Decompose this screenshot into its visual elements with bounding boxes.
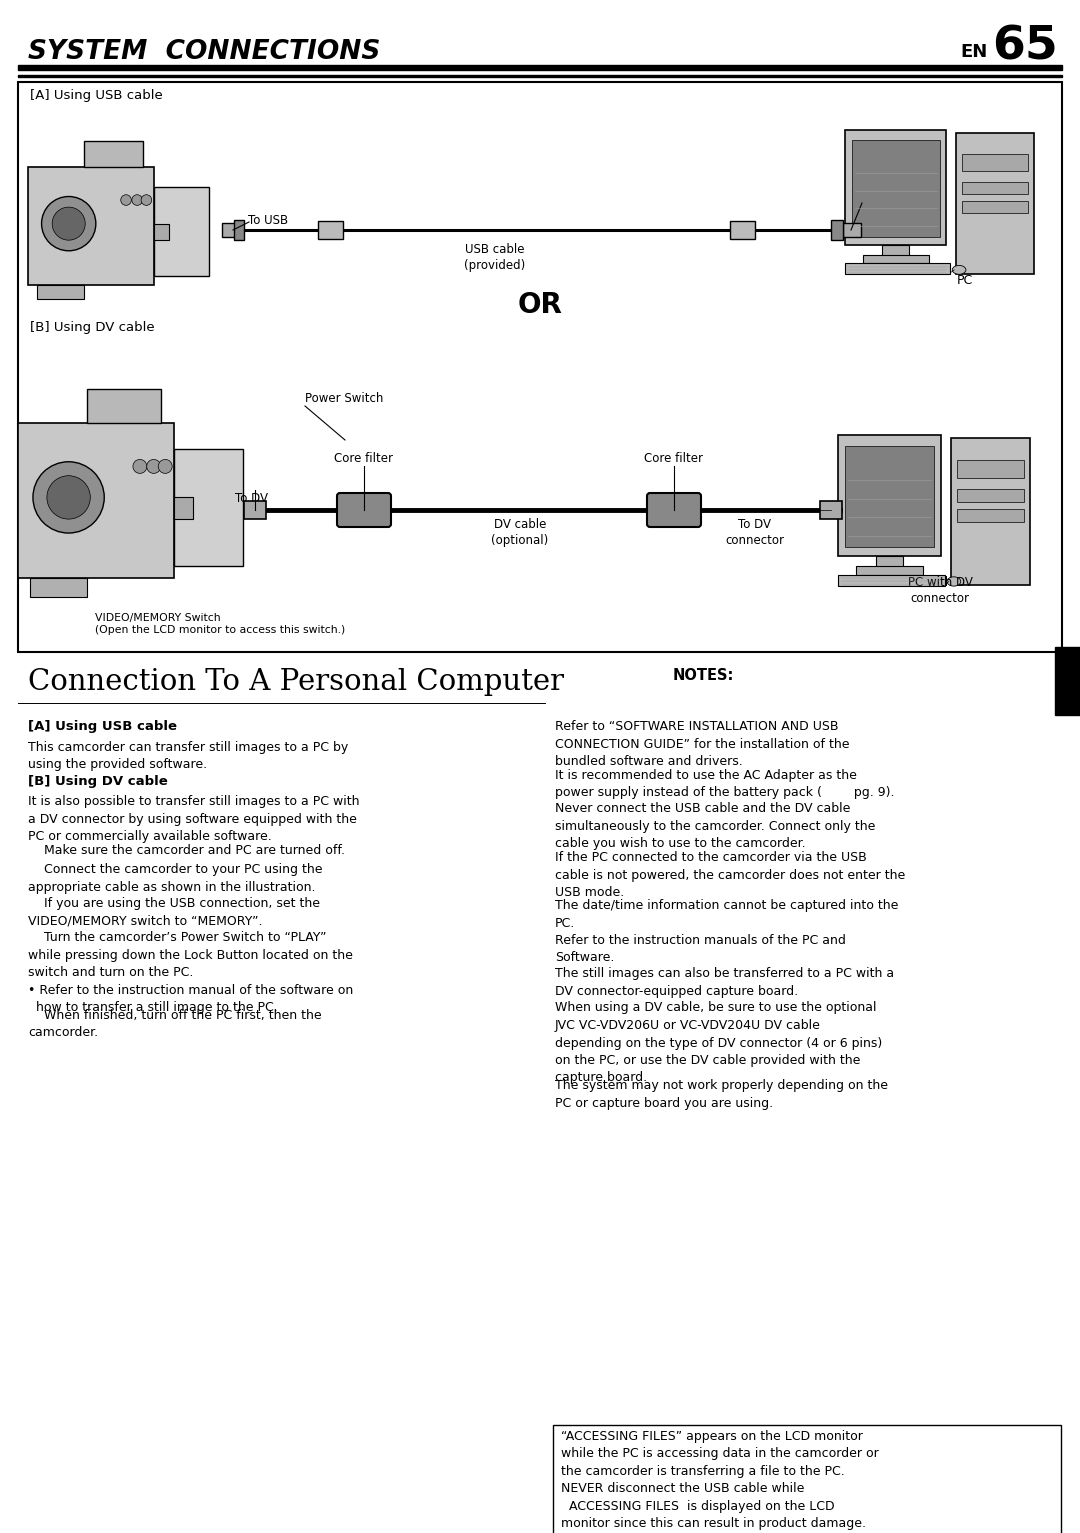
Circle shape — [52, 207, 85, 241]
Bar — [174, 449, 243, 566]
Text: Refer to “SOFTWARE INSTALLATION AND USB
CONNECTION GUIDE” for the installation o: Refer to “SOFTWARE INSTALLATION AND USB … — [555, 721, 850, 768]
Ellipse shape — [947, 576, 961, 586]
Text: [B] Using DV cable: [B] Using DV cable — [28, 774, 167, 788]
Text: It is recommended to use the AC Adapter as the
power supply instead of the batte: It is recommended to use the AC Adapter … — [555, 768, 894, 799]
Bar — [18, 423, 174, 578]
Circle shape — [159, 460, 172, 474]
Text: To DV: To DV — [235, 492, 268, 504]
Bar — [843, 222, 861, 238]
Bar — [957, 509, 1024, 521]
Bar — [876, 556, 903, 567]
Bar — [882, 245, 909, 256]
Bar — [845, 446, 934, 547]
Bar — [318, 221, 343, 239]
Bar — [838, 575, 945, 586]
Bar — [831, 221, 843, 241]
Circle shape — [33, 461, 105, 533]
Text: PC: PC — [957, 273, 973, 287]
Circle shape — [121, 195, 132, 205]
Bar — [855, 566, 923, 575]
Bar — [87, 389, 161, 423]
Bar — [962, 182, 1028, 193]
Text: To USB: To USB — [248, 213, 288, 227]
Ellipse shape — [953, 265, 966, 274]
Text: [B] Using DV cable: [B] Using DV cable — [30, 322, 154, 334]
Bar — [957, 460, 1024, 478]
Bar — [1055, 647, 1080, 714]
Bar — [730, 221, 755, 239]
Text: It is also possible to transfer still images to a PC with
a DV connector by usin: It is also possible to transfer still im… — [28, 796, 360, 843]
Bar — [957, 489, 1024, 501]
Bar — [950, 438, 1030, 586]
Circle shape — [132, 195, 143, 205]
Circle shape — [147, 460, 161, 474]
Bar — [553, 1426, 1061, 1533]
Text: USB cable
(provided): USB cable (provided) — [464, 244, 526, 271]
Text: The date/time information cannot be captured into the
PC.: The date/time information cannot be capt… — [555, 900, 899, 931]
Bar — [820, 501, 842, 520]
Text: Connect the camcorder to your PC using the
appropriate cable as shown in the ill: Connect the camcorder to your PC using t… — [28, 863, 323, 894]
Bar — [18, 75, 1062, 77]
Text: Connection To A Personal Computer: Connection To A Personal Computer — [28, 668, 564, 696]
FancyBboxPatch shape — [647, 494, 701, 527]
Text: Refer to the instruction manuals of the PC and
Software.: Refer to the instruction manuals of the … — [555, 934, 846, 964]
Text: EN: EN — [961, 43, 988, 61]
Text: Power Switch: Power Switch — [305, 391, 383, 405]
Text: If you are using the USB connection, set the
VIDEO/MEMORY switch to “MEMORY”.: If you are using the USB connection, set… — [28, 897, 320, 927]
Text: The still images can also be transferred to a PC with a
DV connector-equipped ca: The still images can also be transferred… — [555, 967, 894, 998]
Text: VIDEO/MEMORY Switch
(Open the LCD monitor to access this switch.): VIDEO/MEMORY Switch (Open the LCD monito… — [95, 613, 346, 635]
Text: To DV
connector: To DV connector — [726, 518, 784, 547]
Text: This camcorder can transfer still images to a PC by
using the provided software.: This camcorder can transfer still images… — [28, 740, 348, 771]
Bar — [838, 435, 941, 556]
Bar — [83, 141, 143, 167]
Circle shape — [46, 475, 91, 520]
Text: Core filter: Core filter — [645, 452, 703, 464]
Bar — [962, 153, 1028, 172]
Bar — [234, 221, 244, 241]
Bar — [962, 201, 1028, 213]
Bar — [956, 133, 1035, 273]
Circle shape — [133, 460, 147, 474]
Circle shape — [41, 196, 96, 251]
Text: Turn the camcorder’s Power Switch to “PLAY”
while pressing down the Lock Button : Turn the camcorder’s Power Switch to “PL… — [28, 931, 353, 1013]
Text: SYSTEM  CONNECTIONS: SYSTEM CONNECTIONS — [28, 38, 380, 64]
Bar — [153, 224, 168, 241]
Bar — [174, 497, 193, 520]
Text: The system may not work properly depending on the
PC or capture board you are us: The system may not work properly dependi… — [555, 1079, 888, 1110]
Bar — [153, 187, 210, 276]
Text: [A] Using USB cable: [A] Using USB cable — [28, 721, 177, 733]
Bar — [845, 264, 950, 274]
Text: PC with DV
connector: PC with DV connector — [907, 576, 972, 606]
Bar — [18, 81, 1062, 652]
Text: Core filter: Core filter — [335, 452, 393, 464]
Circle shape — [141, 195, 151, 205]
Text: [A] Using USB cable: [A] Using USB cable — [30, 89, 163, 101]
Bar — [28, 167, 153, 285]
Bar — [852, 141, 940, 236]
Bar — [37, 285, 83, 299]
Text: If the PC connected to the camcorder via the USB
cable is not powered, the camco: If the PC connected to the camcorder via… — [555, 851, 905, 898]
Text: “ACCESSING FILES” appears on the LCD monitor
while the PC is accessing data in t: “ACCESSING FILES” appears on the LCD mon… — [561, 1430, 879, 1530]
Text: Make sure the camcorder and PC are turned off.: Make sure the camcorder and PC are turne… — [28, 843, 345, 857]
Text: To USB
connector: To USB connector — [862, 185, 921, 215]
Text: 65: 65 — [993, 25, 1058, 69]
FancyBboxPatch shape — [337, 494, 391, 527]
Bar — [222, 222, 240, 238]
Text: When finished, turn off the PC first, then the
camcorder.: When finished, turn off the PC first, th… — [28, 1009, 322, 1039]
Bar — [244, 501, 266, 520]
Text: OR: OR — [517, 291, 563, 319]
Bar — [29, 578, 87, 596]
Text: NOTES:: NOTES: — [673, 667, 734, 682]
Text: DV cable
(optional): DV cable (optional) — [491, 518, 549, 547]
Bar — [863, 254, 929, 264]
Bar — [18, 64, 1062, 71]
Text: Never connect the USB cable and the DV cable
simultaneously to the camcorder. Co: Never connect the USB cable and the DV c… — [555, 802, 876, 851]
Text: When using a DV cable, be sure to use the optional
JVC VC-VDV206U or VC-VDV204U : When using a DV cable, be sure to use th… — [555, 1001, 882, 1084]
Bar — [845, 130, 946, 245]
